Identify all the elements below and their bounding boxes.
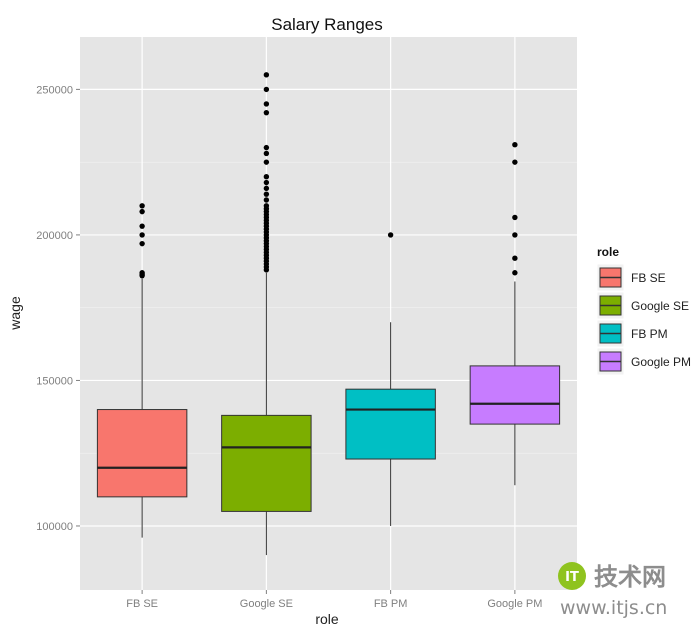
watermark-logo-icon xyxy=(558,562,586,590)
legend-item: Google SE xyxy=(596,291,689,320)
outlier-point xyxy=(263,203,270,209)
watermark-url: www.itjs.cn xyxy=(560,597,667,619)
legend-label: Google SE xyxy=(631,299,689,313)
outlier-point xyxy=(263,191,270,197)
plot-panel xyxy=(80,37,577,590)
watermark-logo-text: IT xyxy=(565,570,579,585)
boxplot-fb-se xyxy=(96,203,188,538)
x-tick-label: Google SE xyxy=(240,598,293,610)
boxplots xyxy=(96,72,561,556)
outlier-point xyxy=(387,232,394,238)
x-axis: FB SE Google SE FB PM Google PM xyxy=(126,590,542,610)
legend: role FB SE Google SE FB PM Google PM xyxy=(596,245,691,376)
outlier-point xyxy=(263,86,270,93)
outlier-point xyxy=(263,101,270,107)
legend-title: role xyxy=(597,245,619,259)
outlier-point xyxy=(512,232,518,238)
chart-title: Salary Ranges xyxy=(271,15,383,34)
legend-label: Google PM xyxy=(631,355,691,369)
y-axis-title: wage xyxy=(7,296,23,331)
outlier-point xyxy=(263,72,270,78)
boxplot-google-se xyxy=(221,72,312,556)
box xyxy=(469,365,561,425)
watermark: IT 技术网 www.itjs.cn xyxy=(558,562,667,619)
outlier-point xyxy=(512,159,518,165)
outlier-point xyxy=(139,208,145,215)
outlier-point xyxy=(139,223,145,229)
outlier-point xyxy=(139,232,145,238)
y-tick-label: 150000 xyxy=(36,375,73,387)
outlier-point xyxy=(512,141,518,148)
boxplot-google-pm xyxy=(469,141,561,486)
outlier-point xyxy=(263,144,270,151)
outlier-point xyxy=(263,174,270,180)
legend-item: Google PM xyxy=(596,347,691,376)
outlier-point xyxy=(512,214,518,221)
legend-item: FB PM xyxy=(596,319,668,348)
outlier-point xyxy=(139,203,145,209)
x-tick-label: FB SE xyxy=(126,598,158,610)
box xyxy=(221,414,312,512)
legend-label: FB PM xyxy=(631,327,668,341)
outlier-point xyxy=(512,255,518,261)
outlier-point xyxy=(139,270,145,276)
outlier-point xyxy=(263,109,270,116)
outlier-point xyxy=(139,240,145,247)
outlier-point xyxy=(263,150,270,157)
outlier-point xyxy=(263,179,270,186)
box xyxy=(96,409,188,498)
legend-label: FB SE xyxy=(631,271,666,285)
watermark-brand: 技术网 xyxy=(594,563,666,591)
y-tick-label: 250000 xyxy=(36,84,73,96)
y-tick-label: 200000 xyxy=(36,230,73,242)
x-tick-label: Google PM xyxy=(487,598,542,610)
outlier-point xyxy=(263,185,270,192)
x-axis-title: role xyxy=(315,611,339,627)
outlier-point xyxy=(263,159,270,165)
y-axis: 100000 150000 200000 250000 xyxy=(36,84,80,533)
legend-item: FB SE xyxy=(596,263,666,292)
x-tick-label: FB PM xyxy=(374,598,408,610)
outlier-point xyxy=(263,197,270,203)
boxplot-fb-pm xyxy=(345,232,436,526)
outlier-point xyxy=(512,270,518,276)
y-tick-label: 100000 xyxy=(36,521,73,533)
box xyxy=(345,388,436,460)
